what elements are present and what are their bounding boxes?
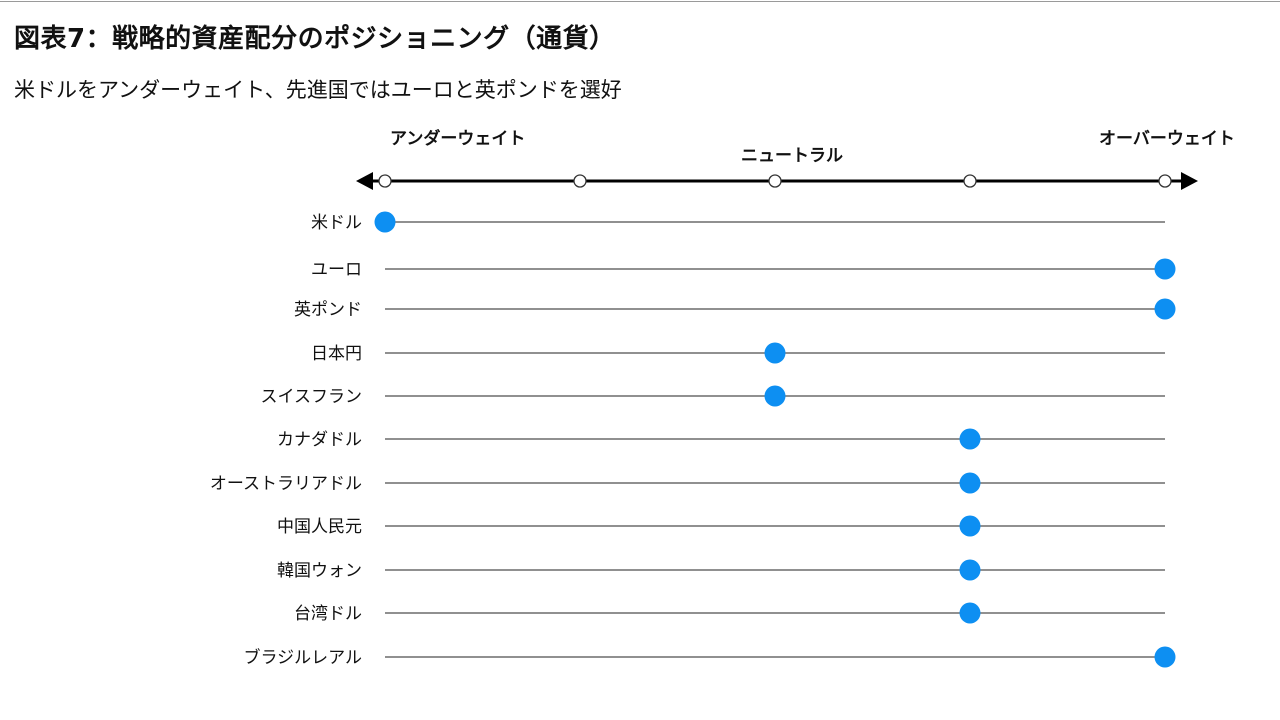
page-title: 図表7：戦略的資産配分のポジショニング（通貨） xyxy=(14,24,616,54)
position-dot xyxy=(1154,298,1176,320)
position-dot xyxy=(374,211,396,233)
currency-row: 米ドル xyxy=(311,211,1165,233)
position-dot xyxy=(1154,646,1176,668)
currency-label: 中国人民元 xyxy=(277,517,362,537)
scale-tick-marker xyxy=(378,174,392,188)
scale-arrow-left xyxy=(356,172,373,190)
scale-tick-marker xyxy=(963,174,977,188)
position-dot xyxy=(764,385,786,407)
currency-label: ユーロ xyxy=(311,260,362,280)
currency-label: ブラジルレアル xyxy=(244,647,363,668)
position-dot xyxy=(959,515,981,537)
currency-row: 台湾ドル xyxy=(294,602,1165,624)
currency-label: 台湾ドル xyxy=(294,604,362,624)
position-dot xyxy=(959,472,981,494)
currency-label: 日本円 xyxy=(311,344,362,364)
currency-label: カナダドル xyxy=(277,430,362,450)
currency-row: ブラジルレアル xyxy=(244,646,1176,668)
scale-arrow-right xyxy=(1181,172,1198,190)
currency-row: 韓国ウォン xyxy=(277,559,1165,581)
currency-row: 日本円 xyxy=(311,342,1165,364)
page-subtitle: 米ドルをアンダーウェイト、先進国ではユーロと英ポンドを選好 xyxy=(14,78,622,102)
currency-row: 英ポンド xyxy=(294,298,1176,320)
scale-tick-marker xyxy=(768,174,782,188)
scale-tick-marker xyxy=(573,174,587,188)
scale-tick-marker xyxy=(1158,174,1172,188)
currency-label: スイスフラン xyxy=(261,387,363,407)
currency-row: スイスフラン xyxy=(261,385,1165,407)
position-dot xyxy=(1154,258,1176,280)
position-dot xyxy=(959,428,981,450)
scale-label-neutral: ニュートラル xyxy=(741,146,843,166)
currency-label: 米ドル xyxy=(311,213,362,233)
currency-row: オーストラリアドル xyxy=(210,472,1165,494)
scale-label-overweight: オーバーウェイト xyxy=(1099,129,1235,149)
position-dot xyxy=(764,342,786,364)
top-divider xyxy=(0,1,1280,2)
position-dot xyxy=(959,559,981,581)
currency-label: オーストラリアドル xyxy=(210,474,362,494)
position-dot xyxy=(959,602,981,624)
currency-label: 英ポンド xyxy=(294,300,362,320)
scale-label-underweight: アンダーウェイト xyxy=(390,128,525,149)
currency-row: カナダドル xyxy=(277,428,1165,450)
currency-label: 韓国ウォン xyxy=(277,561,362,581)
currency-row: 中国人民元 xyxy=(277,515,1165,537)
currency-row: ユーロ xyxy=(311,258,1176,280)
